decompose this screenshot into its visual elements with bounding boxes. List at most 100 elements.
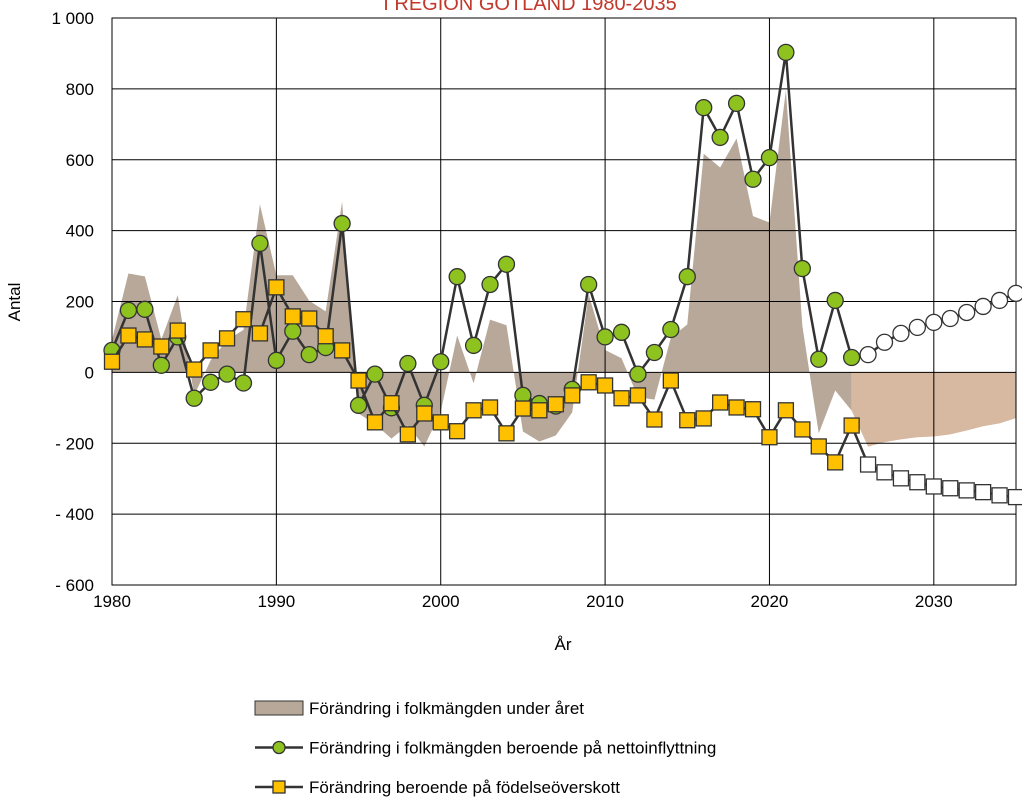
marker bbox=[662, 320, 680, 339]
marker bbox=[679, 412, 696, 429]
marker bbox=[464, 336, 483, 355]
marker bbox=[1007, 284, 1022, 302]
x-tick-label: 2020 bbox=[751, 592, 789, 611]
marker bbox=[416, 405, 433, 422]
marker bbox=[349, 396, 368, 414]
marker bbox=[662, 372, 679, 389]
marker bbox=[333, 214, 351, 233]
y-tick-label: 0 bbox=[85, 363, 94, 382]
marker bbox=[268, 279, 285, 296]
legend-label: Förändring beroende på födelseöverskott bbox=[309, 778, 620, 797]
marker bbox=[202, 342, 219, 359]
marker bbox=[744, 401, 762, 418]
marker bbox=[645, 343, 664, 362]
marker bbox=[892, 470, 910, 487]
y-tick-label: 600 bbox=[66, 151, 94, 170]
legend-label: Förändring i folkmängden beroende på net… bbox=[309, 739, 716, 758]
marker bbox=[859, 456, 877, 473]
marker bbox=[695, 410, 712, 427]
x-tick-label: 1980 bbox=[93, 592, 131, 611]
marker bbox=[383, 395, 400, 412]
x-tick-label: 1990 bbox=[257, 592, 295, 611]
marker bbox=[876, 464, 893, 481]
marker bbox=[301, 310, 318, 327]
marker bbox=[169, 322, 186, 339]
marker bbox=[810, 350, 828, 368]
marker bbox=[827, 454, 844, 471]
marker bbox=[1007, 488, 1022, 506]
marker bbox=[201, 373, 220, 391]
marker bbox=[678, 268, 696, 286]
marker bbox=[120, 327, 137, 344]
marker bbox=[267, 351, 286, 369]
marker bbox=[695, 99, 713, 117]
marker bbox=[103, 353, 121, 370]
y-tick-label: - 200 bbox=[55, 434, 94, 453]
marker bbox=[564, 387, 581, 404]
marker bbox=[218, 330, 236, 347]
marker bbox=[925, 478, 942, 495]
marker bbox=[153, 338, 170, 355]
x-tick-label: 2010 bbox=[586, 592, 624, 611]
marker bbox=[596, 328, 614, 346]
marker bbox=[629, 365, 647, 383]
marker bbox=[119, 301, 138, 320]
marker bbox=[432, 353, 450, 371]
y-tick-label: - 600 bbox=[55, 576, 94, 595]
marker bbox=[251, 234, 269, 253]
marker bbox=[531, 402, 548, 419]
marker bbox=[596, 377, 614, 394]
marker bbox=[317, 328, 334, 345]
marker bbox=[186, 361, 203, 378]
marker bbox=[777, 43, 795, 62]
marker bbox=[580, 374, 597, 391]
marker bbox=[958, 482, 975, 499]
marker bbox=[449, 423, 466, 440]
marker bbox=[793, 259, 811, 278]
marker bbox=[612, 323, 631, 341]
line bbox=[110, 52, 1017, 411]
marker bbox=[810, 438, 827, 455]
marker bbox=[727, 94, 746, 113]
marker bbox=[547, 396, 564, 413]
marker bbox=[794, 421, 811, 438]
marker bbox=[613, 390, 630, 407]
marker bbox=[185, 389, 203, 407]
marker bbox=[399, 354, 417, 373]
marker bbox=[498, 425, 515, 442]
chart-title: I REGION GOTLAND 1980-2035 bbox=[383, 0, 676, 15]
marker bbox=[728, 399, 745, 416]
marker bbox=[744, 170, 762, 188]
marker bbox=[892, 324, 910, 343]
legend-label: Förändring i folkmängden under året bbox=[309, 699, 584, 718]
marker bbox=[580, 275, 598, 294]
marker bbox=[300, 346, 318, 364]
marker bbox=[941, 309, 959, 328]
marker bbox=[497, 255, 516, 273]
marker bbox=[974, 297, 992, 316]
legend-marker bbox=[272, 780, 286, 794]
x-tick-label: 2030 bbox=[915, 592, 953, 611]
marker bbox=[366, 365, 384, 383]
marker bbox=[234, 374, 253, 392]
marker bbox=[136, 300, 154, 318]
marker bbox=[350, 372, 367, 389]
marker bbox=[251, 325, 269, 342]
marker bbox=[218, 365, 236, 383]
marker bbox=[974, 484, 992, 501]
marker bbox=[875, 333, 894, 351]
marker bbox=[284, 308, 301, 325]
marker bbox=[859, 346, 877, 364]
marker bbox=[760, 148, 779, 167]
marker bbox=[646, 411, 663, 428]
marker bbox=[843, 417, 860, 434]
y-tick-label: 200 bbox=[66, 293, 94, 312]
marker bbox=[842, 348, 861, 367]
marker bbox=[284, 322, 302, 340]
y-tick-label: - 400 bbox=[55, 505, 94, 524]
marker bbox=[958, 303, 976, 322]
marker bbox=[925, 313, 943, 332]
legend-swatch bbox=[254, 700, 304, 716]
marker bbox=[990, 291, 1009, 310]
